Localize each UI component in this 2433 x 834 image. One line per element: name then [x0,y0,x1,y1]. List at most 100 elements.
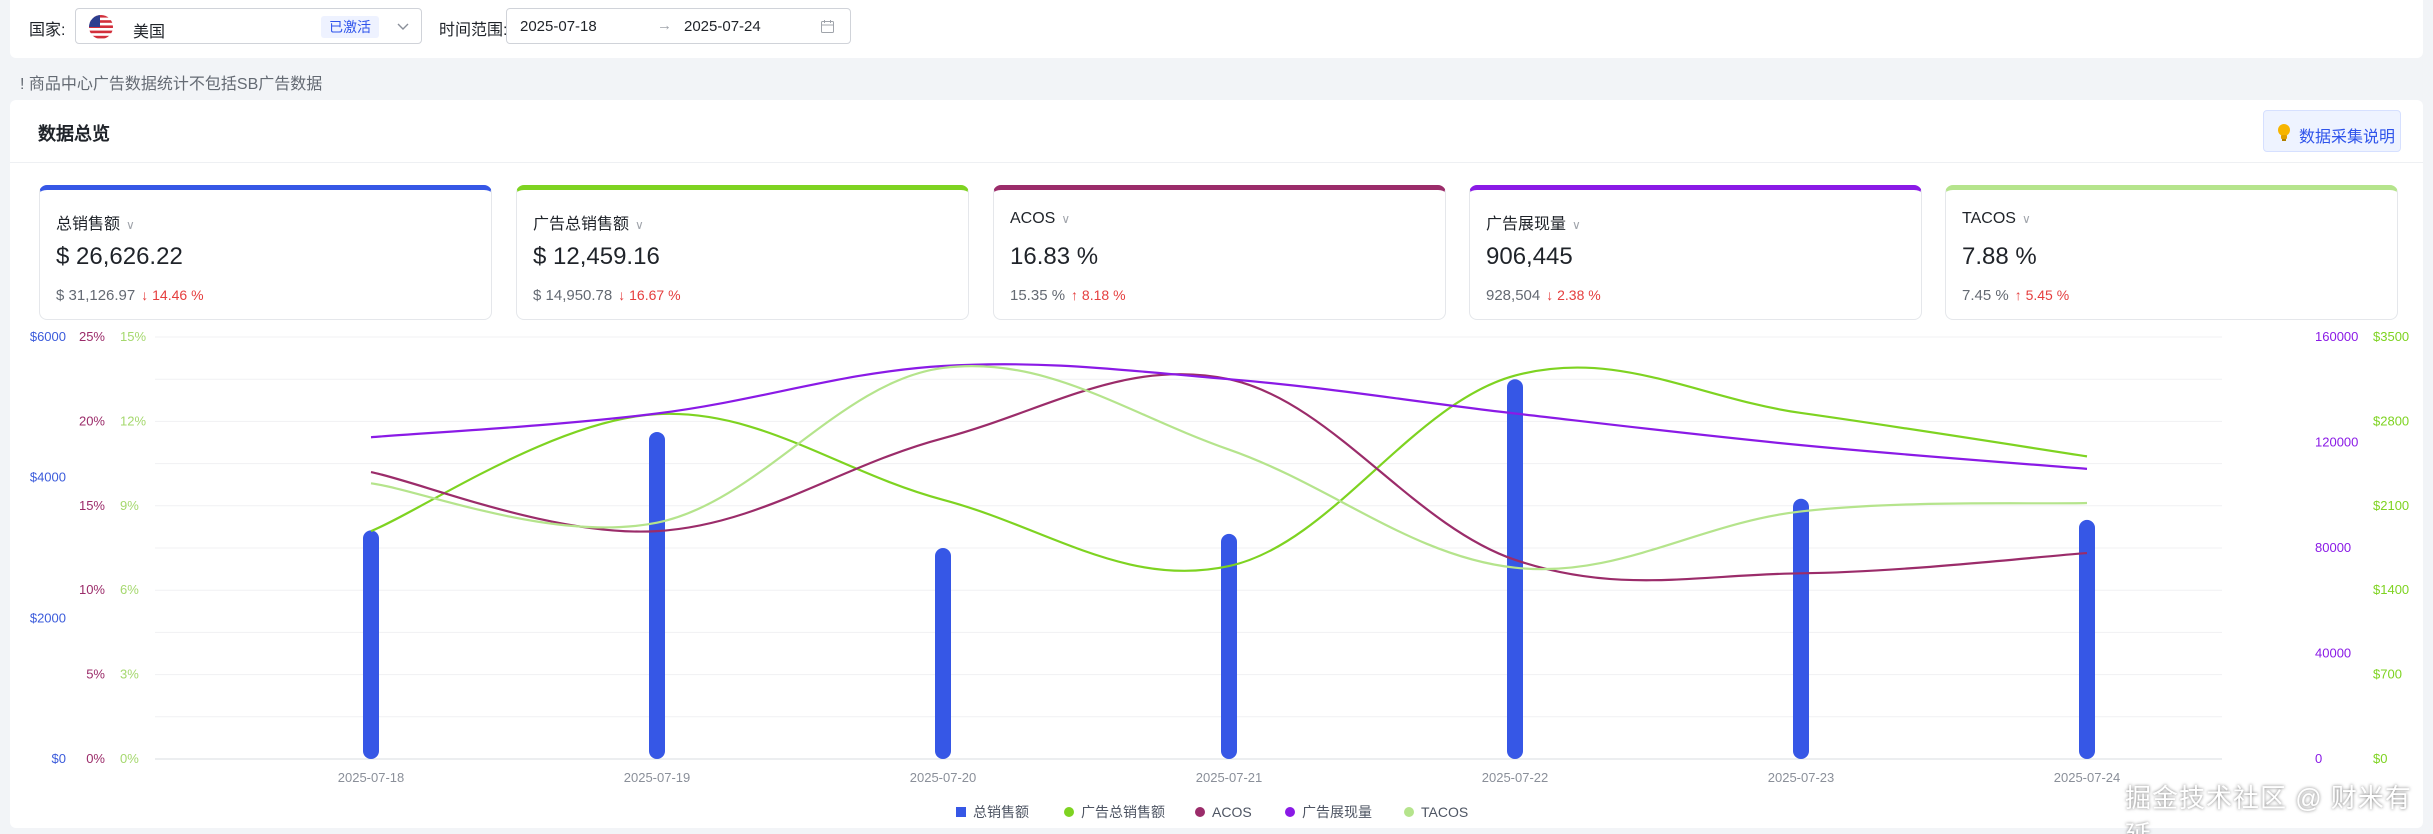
chevron-down-icon [396,19,410,38]
ad-sales-axis-tick: $2800 [2373,413,2409,428]
acos-axis-tick: 0% [86,751,105,766]
tacos-axis-tick: 3% [120,667,139,682]
x-axis-tick: 2025-07-21 [1196,770,1263,785]
x-axis-tick: 2025-07-23 [1768,770,1835,785]
metric-name[interactable]: 广告展现量 ∨ [1486,210,1581,234]
sales-axis-tick: $4000 [30,470,66,485]
metric-value: 7.88 % [1962,243,2037,270]
us-flag-icon [89,15,113,39]
metric-previous-value: 7.45 % [1962,287,2009,304]
impressions-axis-tick: 120000 [2315,435,2358,450]
sales-axis-tick: $2000 [30,610,66,625]
arrow-down-icon: ↓ 14.46 % [141,287,204,303]
metric-previous: 7.45 % ↑ 5.45 % [1962,287,2069,304]
metric-name[interactable]: TACOS ∨ [1962,210,2031,228]
metric-name-label: ACOS [1010,210,1056,227]
data-collection-explain-button[interactable]: 数据采集说明 [2263,110,2401,152]
divider [10,162,2423,163]
ad-sales-axis-tick: $700 [2373,667,2402,682]
tacos-axis-tick: 0% [120,751,139,766]
metric-previous-value: 15.35 % [1010,287,1066,304]
metric-previous-value: 928,504 [1486,287,1541,304]
metric-card[interactable]: TACOS ∨ 7.88 % 7.45 % ↑ 5.45 % [1945,185,2398,320]
legend-marker [1404,807,1414,817]
sales-bar [1793,498,1809,759]
metric-previous: 15.35 % ↑ 8.18 % [1010,287,1126,304]
legend-label: 广告展现量 [1302,804,1372,820]
acos-axis-tick: 15% [79,498,105,513]
x-axis-tick: 2025-07-22 [1482,770,1549,785]
metric-card[interactable]: 广告总销售额 ∨ $ 12,459.16 $ 14,950.78 ↓ 16.67 % [516,185,969,320]
metric-value: 16.83 % [1010,243,1099,270]
legend-label: ACOS [1212,804,1252,820]
sales-bar [935,548,951,759]
acos-axis-tick: 25% [79,329,105,344]
acos-axis-tick: 5% [86,667,105,682]
arrow-up-icon: ↑ 8.18 % [1071,287,1126,303]
status-badge: 已激活 [321,16,379,38]
metric-value: $ 12,459.16 [533,243,660,270]
metric-value: 906,445 [1486,243,1573,270]
chevron-down-icon: ∨ [1061,212,1071,226]
metric-card[interactable]: ACOS ∨ 16.83 % 15.35 % ↑ 8.18 % [993,185,1446,320]
impressions-axis-tick: 40000 [2315,646,2351,661]
notice-text: ! 商品中心广告数据统计不包括SB广告数据 [20,76,323,93]
metric-name-label: TACOS [1962,210,2016,227]
tacos-axis-tick: 6% [120,582,139,597]
sales-bar [649,431,665,759]
calendar-icon [820,19,835,39]
country-label: 国家: [29,22,66,39]
legend-marker [1195,807,1205,817]
acos-axis-tick: 10% [79,582,105,597]
ad-sales-axis-tick: $0 [2373,751,2387,766]
sales-axis-tick: $6000 [30,329,66,344]
date-range-label: 时间范围: [439,22,508,39]
tacos-axis-tick: 12% [120,413,146,428]
x-axis-tick: 2025-07-24 [2054,770,2121,785]
metric-card[interactable]: 广告展现量 ∨ 906,445 928,504 ↓ 2.38 % [1469,185,1922,320]
metric-card[interactable]: 总销售额 ∨ $ 26,626.22 $ 31,126.97 ↓ 14.46 % [39,185,492,320]
sales-axis-tick: $0 [52,751,66,766]
sales-bar [2079,519,2095,759]
country-select[interactable]: 美国 已激活 [75,8,422,44]
watermark: 掘金技术社区 @ 财米有延 [2125,783,2412,834]
metric-name[interactable]: ACOS ∨ [1010,210,1070,228]
date-start-input[interactable]: 2025-07-18 [520,18,597,35]
chevron-down-icon: ∨ [635,218,644,232]
x-axis-tick: 2025-07-19 [624,770,691,785]
metric-name[interactable]: 总销售额 ∨ [56,210,135,234]
legend-marker [1285,807,1295,817]
metric-name-label: 总销售额 [56,216,121,233]
metric-previous-value: $ 31,126.97 [56,287,136,304]
metric-previous: $ 14,950.78 ↓ 16.67 % [533,287,681,304]
tacos-line [370,364,2088,571]
metric-previous-value: $ 14,950.78 [533,287,613,304]
impressions-line [370,363,2088,470]
legend-label: 广告总销售额 [1081,804,1165,820]
legend-marker [1064,807,1074,817]
date-end-input[interactable]: 2025-07-24 [684,18,761,35]
metric-name-label: 广告总销售额 [533,216,630,233]
impressions-axis-tick: 160000 [2315,329,2358,344]
metric-value: $ 26,626.22 [56,243,183,270]
legend-marker [956,807,966,817]
arrow-up-icon: ↑ 5.45 % [2014,287,2070,303]
date-range-picker[interactable]: 2025-07-18 → 2025-07-24 [506,8,851,44]
ad-sales-axis-tick: $1400 [2373,582,2409,597]
chevron-down-icon: ∨ [1572,218,1581,232]
x-axis-tick: 2025-07-20 [910,770,977,785]
metric-name[interactable]: 广告总销售额 ∨ [533,210,644,234]
metric-name-label: 广告展现量 [1486,216,1567,233]
impressions-axis-tick: 80000 [2315,540,2351,555]
ad-sales-axis-tick: $3500 [2373,329,2409,344]
metric-previous: $ 31,126.97 ↓ 14.46 % [56,287,204,304]
section-title: 数据总览 [38,124,110,144]
lightbulb-icon [2275,122,2293,147]
sales-bar [1507,379,1523,759]
sales-bar [363,530,379,759]
acos-axis-tick: 20% [79,413,105,428]
ad-sales-axis-tick: $2100 [2373,498,2409,513]
date-separator: → [657,17,672,34]
arrow-down-icon: ↓ 16.67 % [618,287,681,303]
